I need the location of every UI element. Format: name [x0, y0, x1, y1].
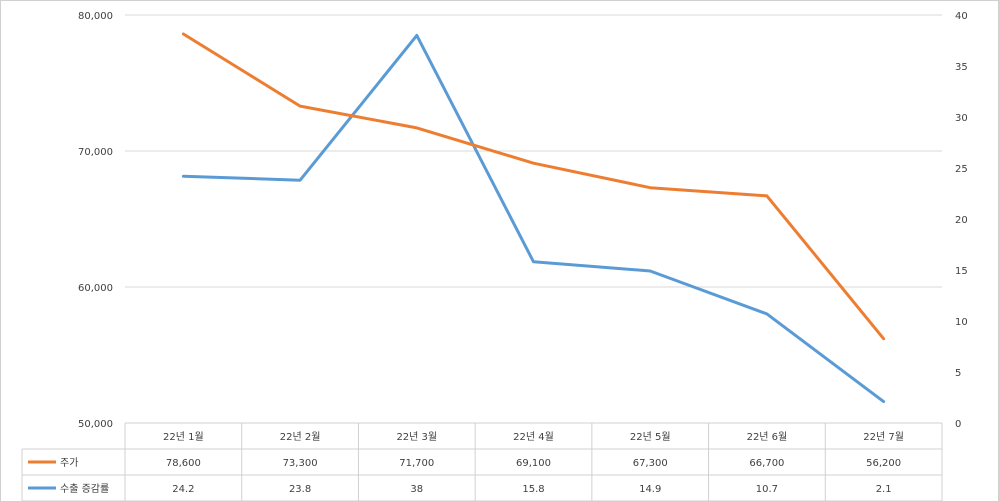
- right-tick-label: 40: [955, 11, 968, 22]
- right-tick-label: 20: [955, 215, 968, 226]
- category-label: 22년 4월: [513, 431, 554, 443]
- category-label: 22년 3월: [396, 431, 437, 443]
- right-tick-label: 10: [955, 317, 968, 328]
- data-label: 10.7: [756, 484, 778, 495]
- right-tick-label: 30: [955, 113, 968, 124]
- data-label: 73,300: [283, 458, 318, 469]
- data-label: 24.2: [172, 484, 194, 495]
- legend-label: 주가: [60, 457, 78, 469]
- right-tick-label: 5: [955, 368, 961, 379]
- data-label: 67,300: [633, 458, 668, 469]
- series-line: [181, 33, 886, 404]
- category-label: 22년 2월: [280, 431, 321, 443]
- left-tick-label: 70,000: [78, 147, 113, 158]
- data-label: 66,700: [749, 458, 784, 469]
- data-label: 14.9: [639, 484, 661, 495]
- right-axis: 0 5 10 15 20 25 30 35 40: [955, 11, 968, 430]
- data-table: 22년 1월 22년 2월 22년 3월 22년 4월 22년 5월 22년 6월 22년 …: [21, 422, 943, 502]
- data-label: 23.8: [289, 484, 311, 495]
- left-tick-label: 80,000: [78, 11, 113, 22]
- right-tick-label: 0: [955, 419, 961, 430]
- left-axis: 50,000 60,000 70,000 80,000: [78, 11, 113, 430]
- right-tick-label: 35: [955, 62, 968, 73]
- category-label: 22년 5월: [630, 431, 671, 443]
- category-label: 22년 1월: [163, 431, 204, 443]
- data-label: 69,100: [516, 458, 551, 469]
- left-tick-label: 60,000: [78, 283, 113, 294]
- data-label: 71,700: [399, 458, 434, 469]
- data-label: 15.8: [522, 484, 544, 495]
- right-tick-label: 15: [955, 266, 968, 277]
- category-label: 22년 7월: [863, 431, 904, 443]
- data-label: 56,200: [866, 458, 901, 469]
- category-label: 22년 6월: [747, 431, 788, 443]
- data-label: 38: [410, 484, 423, 495]
- data-label: 2.1: [876, 484, 892, 495]
- data-label: 78,600: [166, 458, 201, 469]
- legend-label: 수출 증감률: [60, 483, 109, 495]
- left-tick-label: 50,000: [78, 419, 113, 430]
- series-lines: [181, 32, 886, 404]
- series-line: [181, 32, 886, 341]
- right-tick-label: 25: [955, 164, 968, 175]
- gridlines: [125, 14, 942, 288]
